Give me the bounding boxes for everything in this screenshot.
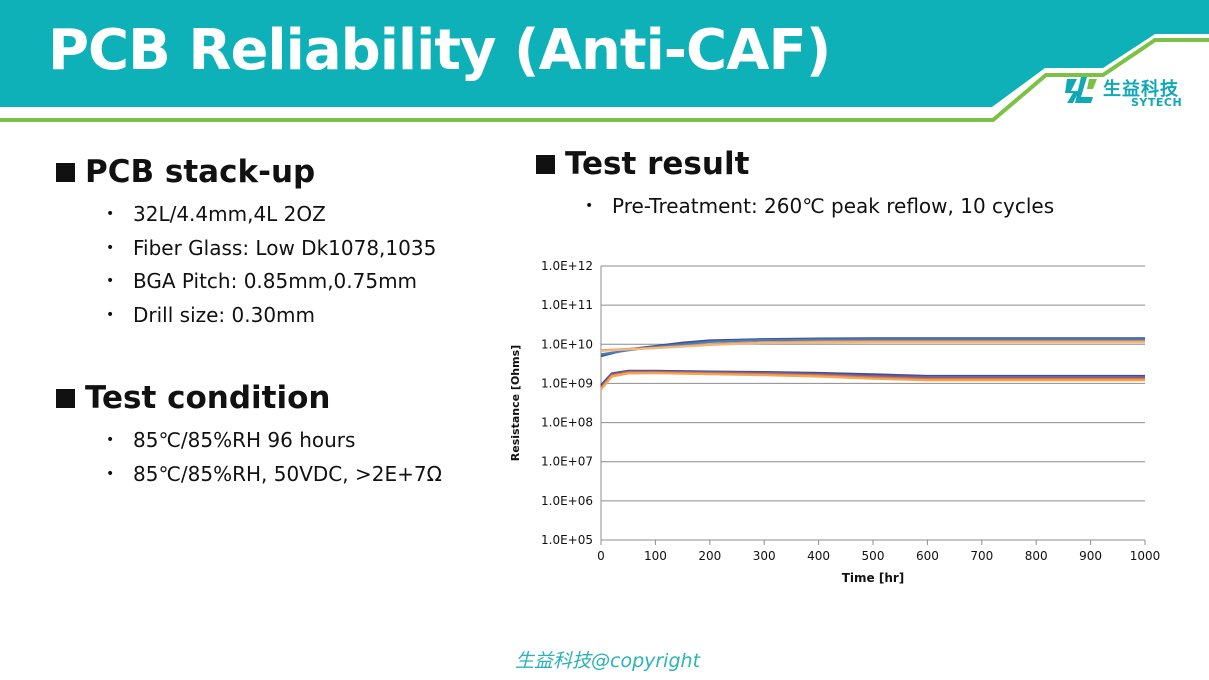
stackup-list: • 32L/4.4mm,4L 2OZ • Fiber Glass: Low Dk10… bbox=[106, 198, 437, 333]
condition-heading: Test condition bbox=[56, 380, 331, 416]
y-tick-label: 1.0E+10 bbox=[541, 337, 593, 351]
list-item-text: 85℃/85%RH, 50VDC, >2E+7Ω bbox=[133, 461, 442, 486]
stackup-heading-text: PCB stack-up bbox=[85, 154, 316, 190]
list-item-text: 32L/4.4mm,4L 2OZ bbox=[133, 202, 326, 226]
copyright-footer: 生益科技@copyright bbox=[515, 650, 701, 672]
bullet-icon: • bbox=[106, 306, 115, 323]
list-item: • 85℃/85%RH, 50VDC, >2E+7Ω bbox=[106, 458, 442, 492]
list-item: • 85℃/85%RH 96 hours bbox=[106, 424, 442, 458]
company-logo: 生益科技 SYTECH bbox=[1063, 73, 1193, 113]
stackup-heading: PCB stack-up bbox=[56, 154, 315, 190]
x-tick-label: 400 bbox=[807, 549, 830, 563]
list-item: • 32L/4.4mm,4L 2OZ bbox=[106, 198, 436, 232]
header-background bbox=[0, 0, 1209, 122]
bullet-icon: • bbox=[106, 273, 115, 289]
bullet-icon: • bbox=[106, 432, 115, 448]
slide-title: PCB Reliability (Anti-CAF) bbox=[48, 18, 831, 83]
y-tick-label: 1.0E+09 bbox=[541, 376, 593, 390]
list-item: • Pre-Treatment: 260℃ peak reflow, 10 cyc… bbox=[585, 190, 1055, 224]
list-item-text: Drill size: 0.30mm bbox=[133, 302, 316, 327]
bullet-icon: • bbox=[106, 239, 115, 256]
series-line bbox=[600, 372, 1145, 391]
condition-heading-text: Test condition bbox=[85, 380, 331, 416]
chart-svg: 1.0E+05 1.0E+06 1.0E+07 1.0E+08 1.0E+09 1.0E+… bbox=[509, 259, 1161, 585]
list-item-text: Pre-Treatment: 260℃ peak reflow, 10 cycl… bbox=[612, 194, 1055, 218]
y-axis-label: Resistance [Ohms] bbox=[509, 345, 522, 461]
square-bullet-icon bbox=[536, 154, 555, 174]
bullet-icon: • bbox=[106, 206, 115, 222]
bullet-icon: • bbox=[106, 465, 115, 482]
list-item: • BGA Pitch: 0.85mm,0.75mm bbox=[106, 265, 436, 299]
y-tick-label: 1.0E+05 bbox=[541, 533, 593, 547]
x-axis-label: Time [hr] bbox=[842, 571, 905, 585]
x-tick-label: 700 bbox=[970, 549, 993, 563]
x-tick-label: 1000 bbox=[1130, 549, 1161, 563]
list-item-text: 85℃/85%RH 96 hours bbox=[133, 428, 356, 452]
logo-chinese-name: 生益科技 bbox=[1103, 79, 1179, 100]
y-tick-label: 1.0E+06 bbox=[541, 494, 593, 508]
logo-english-name: SYTECH bbox=[1131, 96, 1183, 109]
y-tick-label: 1.0E+08 bbox=[541, 416, 593, 430]
y-tick-label: 1.0E+11 bbox=[541, 298, 593, 312]
y-tick-label: 1.0E+07 bbox=[541, 455, 593, 469]
bullet-icon: • bbox=[585, 198, 594, 214]
x-tick-label: 600 bbox=[916, 549, 939, 563]
condition-list: • 85℃/85%RH 96 hours • 85℃/85%RH, 50VDC, >… bbox=[106, 424, 442, 492]
resistance-chart: 1.0E+05 1.0E+06 1.0E+07 1.0E+08 1.0E+09 1.0E+… bbox=[495, 250, 1175, 604]
list-item: • Drill size: 0.30mm bbox=[106, 299, 436, 333]
x-tick-label: 100 bbox=[644, 549, 667, 563]
list-item-text: Fiber Glass: Low Dk1078,1035 bbox=[133, 235, 437, 260]
square-bullet-icon bbox=[56, 162, 75, 182]
list-item: • Fiber Glass: Low Dk1078,1035 bbox=[106, 232, 437, 266]
list-item-text: BGA Pitch: 0.85mm,0.75mm bbox=[133, 269, 418, 293]
series-line bbox=[600, 341, 1145, 352]
square-bullet-icon bbox=[56, 388, 75, 408]
result-heading: Test result bbox=[536, 146, 749, 182]
header-band: PCB Reliability (Anti-CAF) 生益科技 SYTECH bbox=[0, 0, 1209, 125]
sytech-logo-icon bbox=[1065, 77, 1097, 103]
x-tick-label: 300 bbox=[753, 549, 776, 563]
x-tick-label: 900 bbox=[1079, 549, 1102, 563]
x-tick-label: 800 bbox=[1025, 549, 1048, 563]
result-list: • Pre-Treatment: 260℃ peak reflow, 10 cyc… bbox=[585, 190, 1055, 224]
result-heading-text: Test result bbox=[565, 146, 750, 182]
x-tick-label: 200 bbox=[698, 549, 721, 563]
x-tick-label: 500 bbox=[862, 549, 885, 563]
y-tick-label: 1.0E+12 bbox=[541, 259, 593, 273]
x-tick-label: 0 bbox=[597, 549, 605, 563]
